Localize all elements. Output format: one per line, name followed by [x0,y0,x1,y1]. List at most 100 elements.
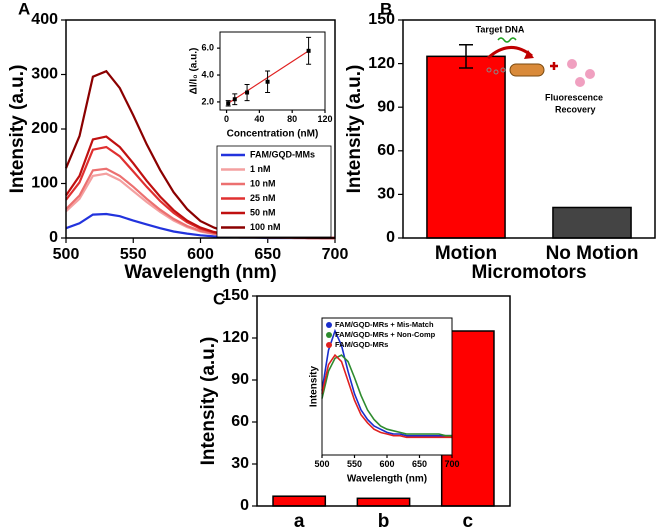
dye [567,59,577,69]
y-tick-label: 400 [31,11,58,28]
dye [575,77,585,87]
legend-label: 100 nM [250,222,281,232]
x-tick-label: 120 [317,114,332,124]
plot-frame [256,295,511,507]
point [232,97,237,102]
annotation: Recovery [555,104,596,114]
annotation: Fluorescence [545,92,603,102]
x-axis-title: Wavelength (nm) [124,262,276,283]
y-tick-label: 0 [386,229,395,246]
line-series [321,328,452,437]
dye [585,69,595,79]
x-tick-label: b [378,511,390,531]
x-axis-title: Concentration (nM) [227,129,319,140]
bar [356,497,411,507]
y-tick-label: 30 [377,186,395,203]
point [306,48,311,53]
y-tick-label: 0 [49,229,58,246]
legend-label: 1 nM [250,164,271,174]
bar [552,206,632,239]
x-axis-title: Wavelength (nm) [347,474,427,485]
legend-swatch [326,322,332,328]
y-tick-label: 6.0 [201,43,214,53]
micromotor [509,63,545,77]
y-tick-label: 100 [31,175,58,192]
x-axis-title: Micromotors [471,262,586,283]
y-tick-label: 120 [368,55,395,72]
legend-label: FAM/GQD-MMs [250,149,315,159]
y-tick-label: 2.0 [201,96,214,106]
x-tick-label: 550 [347,459,362,469]
legend-swatch [326,342,332,348]
legend: FAM/GQD-MMs 1 nM 10 nM 25 nM 50 nM 100 nM [216,145,332,238]
point [226,101,231,106]
x-tick-label: a [294,511,305,531]
legend-label: 50 nM [250,207,276,217]
fit-line [227,50,309,104]
x-tick-label: 0 [224,114,229,124]
annotation: Target DNA [476,24,525,34]
x-tick-label: c [463,511,474,531]
bubble [500,67,506,73]
line-series [321,354,452,437]
y-axis-title: Intensity (a.u.) [344,65,365,194]
y-axis-title: Intensity (a.u.) [7,65,28,194]
y-tick-label: 150 [368,11,395,28]
y-axis-title: Intensity (a.u.) [198,337,219,466]
x-tick-label: 650 [254,246,281,263]
point [245,90,250,95]
x-tick-label: 600 [379,459,394,469]
dna-strand [497,37,517,43]
x-tick-label: 500 [53,246,80,263]
point [265,79,270,84]
illustration [486,37,595,87]
x-tick-label: 550 [120,246,147,263]
y-tick-label: 200 [31,120,58,137]
y-tick-label: 150 [222,287,249,304]
panel: 500 550 600 650 700 Wavelength (nm) Intensity F… [309,317,460,485]
x-tick-label: 80 [287,114,297,124]
legend-frame [216,145,332,238]
y-axis-title: ΔI/I₀ (a.u.) [189,48,200,95]
legend-label: 25 nM [250,193,276,203]
line-series [321,353,452,439]
y-axis-title: Intensity [309,366,320,408]
bar [426,55,506,239]
bubble [486,67,492,73]
panel-label: B [380,0,392,18]
panel: 2.0 4.0 6.0 0 40 80 120 Concentration (nM) ΔI/I₀… [189,31,333,140]
y-tick-label: 120 [222,329,249,346]
plot-frame [65,19,336,239]
panel-label: C [213,289,225,308]
x-tick-label: 700 [444,459,459,469]
legend-label: 10 nM [250,178,276,188]
y-tick-label: 60 [377,142,395,159]
y-tick-label: 90 [231,371,249,388]
y-tick-label: 0 [240,497,249,514]
legend-swatch [326,332,332,338]
bubble [493,69,499,75]
legend-label: FAM/GQD-MRs + Non-Comp [335,330,436,339]
x-tick-label: No Motion [546,243,639,264]
legend-label: FAM/GQD-MRs + Mis-Match [335,320,434,329]
y-tick-label: 300 [31,66,58,83]
x-tick-label: 700 [322,246,349,263]
arrow-head [524,50,534,59]
plot-frame [321,317,453,456]
error-bar [459,43,473,69]
plot-frame [402,19,656,239]
x-tick-label: 40 [254,114,264,124]
y-tick-label: 4.0 [201,69,214,79]
legend-label: FAM/GQD-MRs [335,340,388,349]
bar [272,495,327,507]
x-tick-label: 600 [187,246,214,263]
panel-label: A [18,0,30,18]
x-tick-label: 650 [412,459,427,469]
x-tick-label: 500 [314,459,329,469]
plot-frame [219,31,326,111]
